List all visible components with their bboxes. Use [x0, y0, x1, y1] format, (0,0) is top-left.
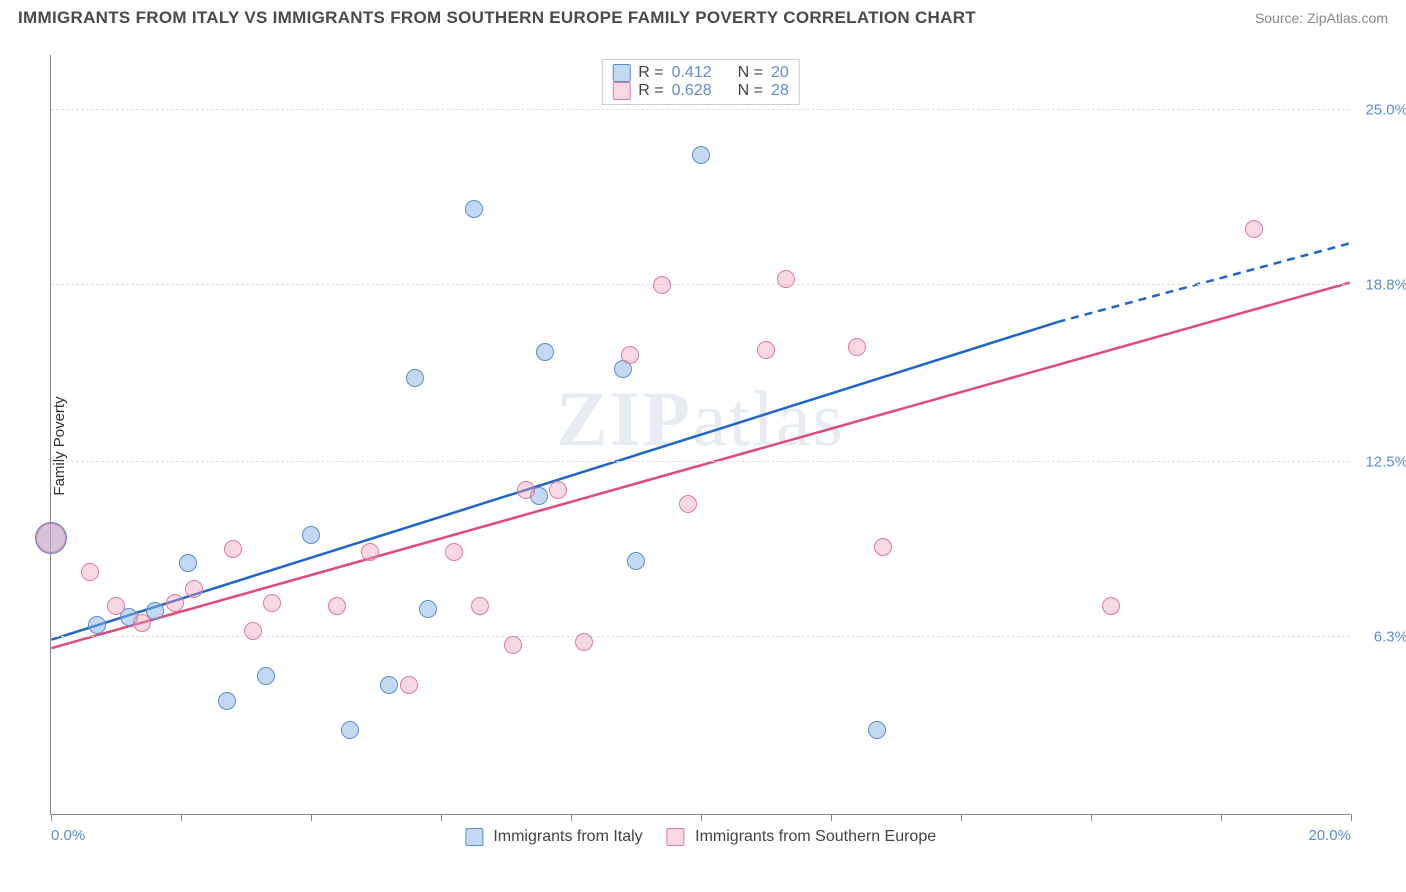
x-tick-label: 0.0% — [51, 827, 85, 844]
data-point — [179, 554, 197, 572]
data-point — [400, 676, 418, 694]
data-point — [218, 692, 236, 710]
x-tick — [311, 814, 312, 821]
data-point — [107, 597, 125, 615]
data-point — [166, 594, 184, 612]
data-point — [536, 343, 554, 361]
x-tick — [51, 814, 52, 821]
data-point — [361, 543, 379, 561]
data-point — [627, 552, 645, 570]
data-point — [302, 526, 320, 544]
x-tick — [701, 814, 702, 821]
y-tick-label: 12.5% — [1365, 454, 1406, 471]
legend-swatch-blue — [612, 64, 630, 82]
legend-item: Immigrants from Italy — [465, 828, 643, 846]
data-point — [328, 597, 346, 615]
scatter-plot: ZIPatlas R = 0.412 N = 20 R = 0.628 N = … — [50, 55, 1350, 815]
data-point — [517, 481, 535, 499]
data-point — [419, 600, 437, 618]
data-point — [185, 580, 203, 598]
trend-line — [51, 283, 1349, 648]
gridline: 12.5% — [51, 461, 1350, 462]
data-point — [549, 481, 567, 499]
data-point — [133, 614, 151, 632]
data-point — [621, 346, 639, 364]
x-tick — [181, 814, 182, 821]
data-point — [406, 369, 424, 387]
data-point — [848, 338, 866, 356]
data-point — [757, 341, 775, 359]
data-point — [341, 721, 359, 739]
x-tick — [571, 814, 572, 821]
data-point — [653, 276, 671, 294]
y-tick-label: 25.0% — [1365, 102, 1406, 119]
x-tick — [441, 814, 442, 821]
data-point — [1245, 220, 1263, 238]
gridline: 18.8% — [51, 284, 1350, 285]
data-point — [81, 563, 99, 581]
trend-line — [1058, 243, 1350, 322]
trend-lines — [51, 55, 1350, 814]
x-tick — [1091, 814, 1092, 821]
data-point — [36, 523, 66, 553]
x-tick — [961, 814, 962, 821]
gridline: 25.0% — [51, 109, 1350, 110]
legend-row: R = 0.628 N = 28 — [612, 82, 789, 100]
data-point — [1102, 597, 1120, 615]
legend-swatch-pink — [612, 82, 630, 100]
source-attribution: Source: ZipAtlas.com — [1255, 10, 1388, 26]
x-tick — [831, 814, 832, 821]
data-point — [445, 543, 463, 561]
data-point — [224, 540, 242, 558]
data-point — [88, 616, 106, 634]
legend-swatch-pink — [667, 828, 685, 846]
data-point — [874, 538, 892, 556]
x-tick-label: 20.0% — [1308, 827, 1351, 844]
data-point — [777, 270, 795, 288]
chart-header: IMMIGRANTS FROM ITALY VS IMMIGRANTS FROM… — [0, 0, 1406, 30]
y-tick-label: 18.8% — [1365, 276, 1406, 293]
data-point — [471, 597, 489, 615]
data-point — [679, 495, 697, 513]
chart-title: IMMIGRANTS FROM ITALY VS IMMIGRANTS FROM… — [18, 8, 976, 28]
x-tick — [1351, 814, 1352, 821]
legend-item: Immigrants from Southern Europe — [667, 828, 936, 846]
correlation-legend: R = 0.412 N = 20 R = 0.628 N = 28 — [601, 59, 800, 105]
data-point — [692, 146, 710, 164]
data-point — [465, 200, 483, 218]
data-point — [263, 594, 281, 612]
legend-swatch-blue — [465, 828, 483, 846]
x-tick — [1221, 814, 1222, 821]
data-point — [257, 667, 275, 685]
data-point — [575, 633, 593, 651]
legend-row: R = 0.412 N = 20 — [612, 64, 789, 82]
data-point — [504, 636, 522, 654]
data-point — [868, 721, 886, 739]
series-legend: Immigrants from Italy Immigrants from So… — [465, 828, 936, 846]
data-point — [380, 676, 398, 694]
y-tick-label: 6.3% — [1374, 628, 1406, 645]
data-point — [244, 622, 262, 640]
